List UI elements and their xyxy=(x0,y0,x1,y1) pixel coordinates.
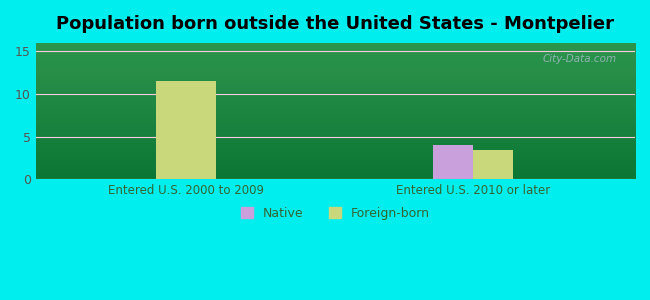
Title: Population born outside the United States - Montpelier: Population born outside the United State… xyxy=(57,15,614,33)
Text: City-Data.com: City-Data.com xyxy=(543,54,617,64)
Legend: Native, Foreign-born: Native, Foreign-born xyxy=(235,202,436,225)
Bar xyxy=(155,81,216,179)
Bar xyxy=(473,150,513,179)
Bar xyxy=(433,145,473,179)
